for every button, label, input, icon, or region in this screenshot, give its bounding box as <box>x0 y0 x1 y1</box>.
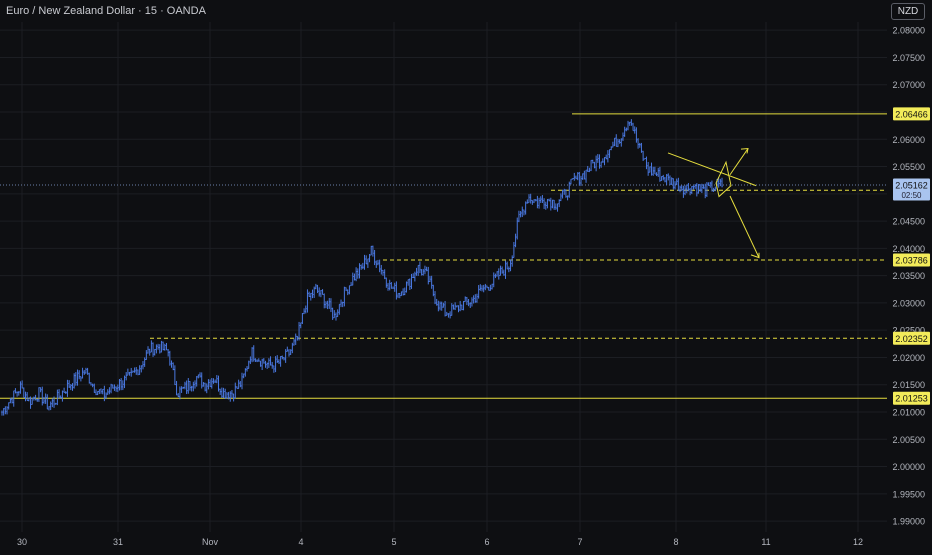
y-tick-label: 2.05500 <box>892 162 925 172</box>
arrow-down-head <box>750 252 760 259</box>
symbol-title: Euro / New Zealand Dollar · 15 · OANDA <box>6 5 206 17</box>
y-tick-label: 2.03500 <box>892 271 925 281</box>
arrow-down-line <box>729 195 760 258</box>
y-tick-label: 2.01000 <box>892 408 925 418</box>
x-tick-label: 5 <box>391 537 396 547</box>
y-tick-label: 2.07000 <box>892 80 925 90</box>
y-tick-label: 2.04500 <box>892 217 925 227</box>
price-series <box>1 119 723 416</box>
currency-button[interactable]: NZD <box>891 3 925 20</box>
x-tick-label: 4 <box>298 537 303 547</box>
y-tick-label: 2.04000 <box>892 244 925 254</box>
x-tick-label: 31 <box>113 537 123 547</box>
bar-countdown: 02:50 <box>901 191 922 200</box>
time-axis[interactable]: 30 31 Nov 4 5 6 7 8 11 12 <box>17 537 863 547</box>
x-tick-label: 7 <box>577 537 582 547</box>
current-price-label: 2.05162 <box>895 180 928 190</box>
x-tick-label: 11 <box>761 537 770 547</box>
price-axis[interactable]: 2.080002.075002.070002.065002.060002.055… <box>892 26 925 527</box>
level-price-label: 2.06466 <box>895 109 928 119</box>
x-tick-label: 12 <box>853 537 863 547</box>
level-price-label: 2.02352 <box>895 334 928 344</box>
y-tick-label: 2.00500 <box>892 435 925 445</box>
y-tick-label: 2.02500 <box>892 326 925 336</box>
y-tick-label: 2.08000 <box>892 26 925 36</box>
horizontal-levels <box>0 113 887 399</box>
level-price-tag <box>893 391 930 405</box>
y-tick-label: 2.03000 <box>892 298 925 308</box>
current-price-tag <box>893 178 930 201</box>
level-price-tag <box>893 107 930 121</box>
y-tick-label: 2.06000 <box>892 135 925 145</box>
arrow-up-line <box>729 148 749 176</box>
x-tick-label: 30 <box>17 537 27 547</box>
y-tick-label: 2.07500 <box>892 53 925 63</box>
zigzag-pattern <box>715 160 732 198</box>
x-tick-label: 8 <box>673 537 678 547</box>
y-tick-label: 2.01500 <box>892 380 925 390</box>
x-tick-label: Nov <box>202 537 219 547</box>
level-price-tag <box>893 331 930 345</box>
x-tick-label: 6 <box>484 537 489 547</box>
grid <box>0 22 887 532</box>
y-tick-label: 1.99500 <box>892 489 925 499</box>
level-price-label: 2.01253 <box>895 394 928 404</box>
price-labels: 2.064662.050652.037862.023522.012532.051… <box>893 107 930 405</box>
y-tick-label: 1.99000 <box>892 517 925 527</box>
y-tick-label: 2.02000 <box>892 353 925 363</box>
y-tick-label: 2.00000 <box>892 462 925 472</box>
annotations <box>667 147 760 259</box>
level-price-label: 2.03786 <box>895 256 928 266</box>
trendline-upper <box>667 152 757 187</box>
level-price-tag <box>893 253 930 267</box>
arrow-up-head <box>740 147 749 154</box>
